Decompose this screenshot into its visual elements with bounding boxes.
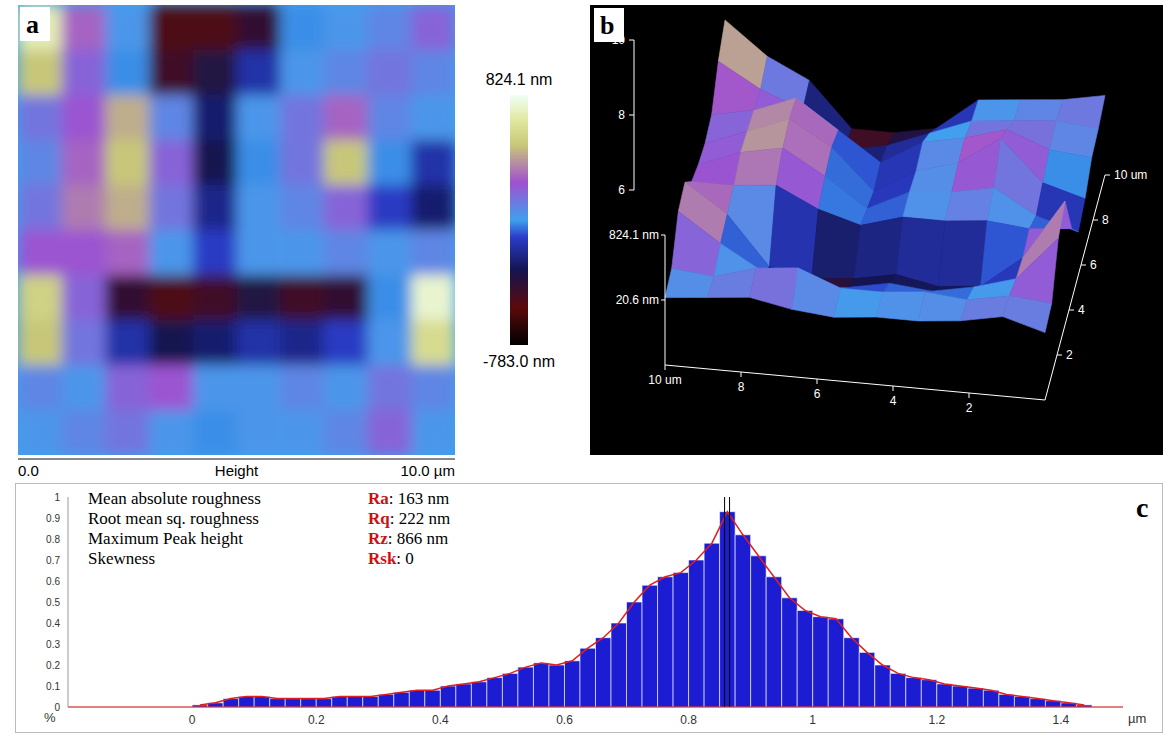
svg-text:10.0 µm: 10.0 µm	[401, 462, 456, 479]
svg-text:0.9: 0.9	[46, 513, 60, 524]
svg-text:0.1: 0.1	[46, 681, 60, 692]
svg-text:1: 1	[809, 713, 816, 727]
svg-text:0.8: 0.8	[46, 534, 60, 545]
svg-text:10 um: 10 um	[1114, 168, 1147, 182]
svg-text:8: 8	[1102, 213, 1109, 227]
svg-text:a: a	[26, 10, 39, 39]
svg-text:0: 0	[54, 701, 60, 713]
html-text:Rq: 222 nm: Rq: 222 nm	[368, 509, 451, 528]
svg-text:0: 0	[189, 713, 196, 727]
svg-text:8: 8	[738, 380, 745, 394]
html-text:Rsk: 0: Rsk: 0	[368, 549, 414, 568]
svg-text:1: 1	[54, 492, 60, 503]
html-text:µm: µm	[1128, 711, 1147, 726]
svg-text:0.6: 0.6	[46, 576, 60, 587]
svg-text:6: 6	[814, 387, 821, 401]
svg-text:6: 6	[618, 183, 625, 197]
html-text:Ra: 163 nm: Ra: 163 nm	[368, 489, 450, 508]
svg-text:0.3: 0.3	[46, 639, 60, 650]
svg-text:0.4: 0.4	[46, 618, 60, 629]
html-text:Rz: 866 nm: Rz: 866 nm	[368, 529, 449, 548]
svg-text:4: 4	[890, 394, 897, 408]
svg-text:Height: Height	[215, 462, 259, 479]
svg-text:1.2: 1.2	[928, 713, 945, 727]
svg-text:0.2: 0.2	[308, 713, 325, 727]
svg-text:4: 4	[1078, 303, 1085, 317]
svg-text:8: 8	[618, 108, 625, 122]
svg-text:0.5: 0.5	[46, 597, 60, 608]
svg-text:-783.0 nm: -783.0 nm	[483, 353, 555, 370]
svg-text:0.6: 0.6	[556, 713, 573, 727]
html-text:c: c	[1136, 492, 1149, 523]
svg-text:6: 6	[1090, 258, 1097, 272]
html-text:Mean absolute roughness: Mean absolute roughness	[88, 489, 261, 508]
svg-text:20.6 nm: 20.6 nm	[616, 293, 659, 307]
svg-text:2: 2	[966, 401, 973, 415]
svg-text:0.4: 0.4	[432, 713, 449, 727]
svg-text:824.1 nm: 824.1 nm	[609, 228, 659, 242]
html-text:Maximum Peak height: Maximum Peak height	[88, 529, 243, 548]
svg-text:0.8: 0.8	[680, 713, 697, 727]
svg-text:1.4: 1.4	[1053, 713, 1070, 727]
svg-text:0.7: 0.7	[46, 555, 60, 566]
html-text:Skewness: Skewness	[88, 549, 156, 568]
svg-text:10 um: 10 um	[648, 373, 681, 387]
svg-text:0.0: 0.0	[18, 462, 39, 479]
html-text:Root mean sq. roughness: Root mean sq. roughness	[88, 509, 259, 528]
svg-text:0.2: 0.2	[46, 660, 60, 671]
svg-text:2: 2	[1066, 348, 1073, 362]
svg-text:824.1 nm: 824.1 nm	[486, 71, 553, 88]
svg-text:b: b	[600, 11, 614, 40]
